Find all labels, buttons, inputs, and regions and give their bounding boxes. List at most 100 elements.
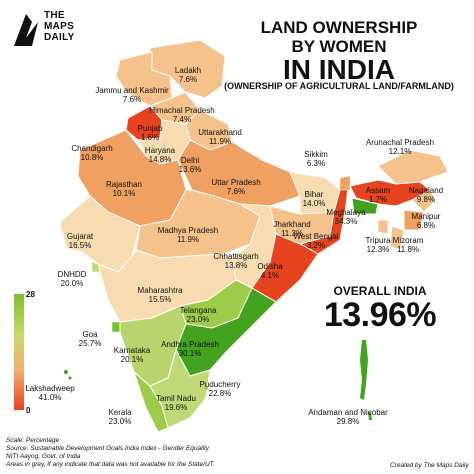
state-value: 14.8%: [148, 155, 172, 164]
state-value: 12.1%: [388, 147, 412, 156]
state-label: Tamil Nadu 19.6%: [136, 394, 216, 412]
brand-line-1: THE: [44, 10, 65, 21]
state-value: 15.5%: [148, 295, 172, 304]
state-value: 4.1%: [260, 271, 280, 280]
brand-line-3: DAILY: [44, 32, 75, 43]
state-label: Lakshadweep 41.0%: [10, 384, 90, 402]
state-name: Maharashtra: [137, 286, 183, 295]
state-name: DNHDD: [57, 270, 87, 279]
region-odisha: [251, 233, 319, 303]
region-nicobar-islands: [368, 412, 372, 420]
overall-value: 13.96%: [323, 296, 437, 334]
state-label: Haryana 14.8%: [120, 146, 200, 164]
state-name: Tripura: [365, 236, 391, 245]
state-name: Lakshadweep: [25, 384, 75, 393]
region-dnhdd: [91, 261, 101, 273]
state-label: Telangana 23.0%: [158, 306, 238, 324]
legend-min: 0: [26, 406, 31, 415]
state-label: Nagaland 9.8%: [386, 186, 466, 204]
footer-note: Areas in grey, if any indicate that data…: [6, 461, 215, 468]
state-value: 22.8%: [208, 389, 232, 398]
state-value: 20.0%: [60, 279, 84, 288]
state-label: Jharkhand 11.3%: [252, 220, 332, 238]
title-line-3: IN INDIA: [283, 54, 395, 85]
state-name: Meghalaya: [326, 208, 366, 217]
state-value: 11.9%: [208, 137, 232, 146]
state-label: West Bengal 3.2%: [276, 232, 356, 250]
state-value: 7.6%: [226, 187, 246, 196]
state-value: 6.8%: [416, 221, 436, 230]
state-value: 1.7%: [368, 195, 388, 204]
brand-name: THE MAPS DAILY: [44, 10, 75, 43]
state-name: Puducherry: [199, 380, 241, 389]
state-value: 7.4%: [172, 115, 192, 124]
state-name: West Bengal: [293, 232, 339, 241]
state-value: 23.0%: [108, 417, 132, 426]
state-name: Tamil Nadu: [155, 394, 196, 403]
state-label: Kerala 23.0%: [80, 408, 160, 426]
state-label: Karnataka 20.1%: [92, 346, 172, 364]
state-name: Chhattisgarh: [213, 252, 259, 261]
title-line-2: BY WOMEN: [291, 37, 387, 56]
state-label: Bihar 14.0%: [274, 190, 354, 208]
region-mizoram: [389, 225, 405, 251]
state-value: 13.8%: [224, 261, 248, 270]
state-name: Goa: [82, 330, 98, 339]
state-name: Telangana: [179, 306, 217, 315]
state-label: Sikkim 6.3%: [276, 150, 356, 168]
state-label: Jammu and Kashmir 7.6%: [92, 86, 172, 104]
subtitle: (OWNERSHIP OF AGRICULTURAL LAND/FARMLAND…: [224, 81, 454, 91]
state-value: 14.0%: [302, 199, 326, 208]
title-line-1: LAND OWNERSHIP: [260, 18, 418, 37]
footer-scale: Scale: Percentage: [6, 437, 60, 444]
state-name: Ladakh: [174, 66, 202, 75]
state-label: DNHDD 20.0%: [32, 270, 112, 288]
region-lakshadweep-islet: [68, 376, 72, 380]
state-name: Haryana: [144, 146, 176, 155]
state-name: Arunachal Pradesh: [365, 138, 435, 147]
state-label: Andaman and Nicobar 29.8%: [308, 408, 388, 426]
brand-logo: [14, 14, 38, 46]
state-value: 1.6%: [140, 133, 160, 142]
state-name: Nagaland: [408, 186, 444, 195]
state-name: Jharkhand: [273, 220, 311, 229]
state-value: 34.3%: [334, 217, 358, 226]
state-label: Rajasthan 10.1%: [84, 180, 164, 198]
state-value: 16.5%: [68, 241, 92, 250]
footer-credit: Created by The Maps Daily: [390, 462, 469, 469]
state-label: Chandigarh 10.8%: [52, 144, 132, 162]
state-name: Rajasthan: [105, 180, 143, 189]
state-label: Ladakh 7.6%: [148, 66, 228, 84]
state-value: 10.8%: [80, 153, 104, 162]
state-name: Andaman and Nicobar: [308, 408, 388, 417]
state-name: Kerala: [108, 408, 132, 417]
state-label: Punjab 1.6%: [110, 124, 190, 142]
state-name: Sikkim: [304, 150, 328, 159]
state-value: 19.6%: [164, 403, 188, 412]
state-label: Uttarakhand 11.9%: [180, 128, 260, 146]
overall-label: OVERALL INDIA: [333, 284, 427, 298]
state-name: Bihar: [304, 190, 324, 199]
state-value: 12.3%: [366, 245, 390, 254]
state-label: Himachal Pradesh 7.4%: [142, 106, 222, 124]
state-value: 11.3%: [280, 229, 304, 238]
state-name: Himachal Pradesh: [149, 106, 215, 115]
state-value: 7.6%: [178, 75, 198, 84]
state-label: Odisha 4.1%: [230, 262, 310, 280]
state-name: Jammu and Kashmir: [95, 86, 169, 95]
state-value: 23.0%: [186, 315, 210, 324]
state-name: Delhi: [180, 156, 200, 165]
state-value: 41.0%: [38, 393, 62, 402]
state-name: Manipur: [411, 212, 441, 221]
state-label: Chhattisgarh 13.8%: [196, 252, 276, 270]
region-sikkim: [339, 175, 351, 191]
state-label: Maharashtra 15.5%: [120, 286, 200, 304]
legend-max: 28: [26, 290, 35, 299]
state-name: Uttar Pradesh: [211, 178, 261, 187]
state-value: 9.8%: [416, 195, 436, 204]
state-name: Karnataka: [113, 346, 151, 355]
state-value: 7.6%: [122, 95, 142, 104]
state-value: 11.9%: [176, 235, 200, 244]
state-name: Chandigarh: [71, 144, 113, 153]
